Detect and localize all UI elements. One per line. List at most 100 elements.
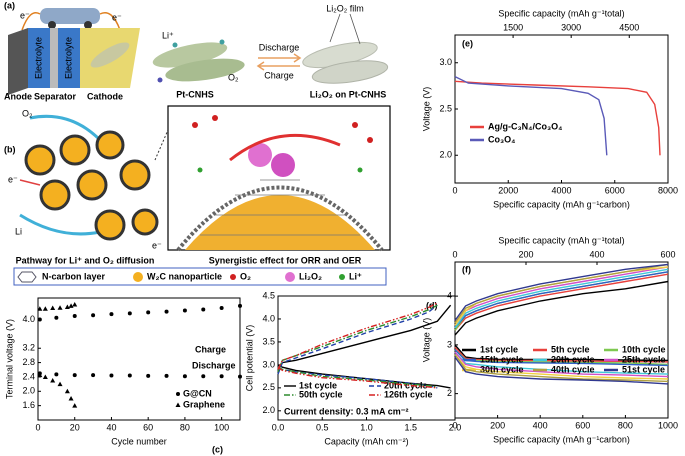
annotation: Charge [195,344,226,354]
y-tick-label: 3.0 [262,359,275,369]
data-line [454,354,669,383]
annotation: Current density: 0.3 mA cm⁻² [284,406,408,416]
data-line [454,271,669,329]
reaction-arrow [229,133,341,162]
li-ion-dot [219,39,225,45]
y-tick-label: 3 [447,339,452,349]
y-tick-label: 2.0 [22,386,35,396]
data-point [37,372,43,378]
li-icon [339,274,345,280]
legend-label: 1st cycle [480,344,518,354]
data-point [127,373,132,378]
chart-panel: 0.0 0.5 1.0 1.5 2.0 2.0 2.5 3.0 3.5 4.0 4.5 Capacit… [244,290,461,446]
data-point [219,306,224,311]
plot-frame [454,34,669,184]
layer-label: Electrolyte [33,37,43,79]
car-icon [40,8,100,24]
x-axis-title: Specific capacity (mAh g⁻¹carbon) [493,199,630,209]
data-point [54,372,59,377]
x-tick-label: 0 [35,422,40,432]
li-ion-label: Li⁺ [162,30,174,40]
legend-strip: N-carbon layer W₂C nanoparticle O₂ Li₂O₂… [13,267,387,286]
data-point [72,373,77,378]
data-point [50,305,56,311]
data-point [146,310,151,315]
oxygen-dot [367,137,373,143]
data-line [454,280,669,336]
layer-label: Anode [4,91,32,101]
data-line [454,263,669,324]
x-axis-title: Specific capacity (mAh g⁻¹carbon) [493,434,630,444]
y-tick-label: 2.5 [262,382,275,392]
zoom-line [154,129,169,161]
data-point [201,307,206,312]
data-line [454,263,669,321]
legend-label: Li₂O₂ [299,271,322,281]
y-tick-label: 2.0 [262,405,275,415]
data-point [42,374,48,379]
y-axis-title: Terminal voltage (V) [4,319,14,399]
legend-label: G@CN [183,388,212,398]
x-tick-label: 0 [452,420,457,430]
legend-label: Ag/g-C₃N₄/Co₃O₄ [488,121,562,131]
discharge-label: Discharge [259,42,300,52]
x-tick-label: 1000 [658,420,678,430]
panel-label: (f) [462,264,471,274]
x-tick-label: 4000 [551,185,571,195]
y-tick-label: 3.2 [22,343,35,353]
legend-label: Graphene [183,399,225,409]
y-tick-label: 2.5 [439,103,452,113]
oxygen-icon [230,274,236,280]
data-point [57,381,63,387]
y-axis-title: Voltage (V) [421,318,431,363]
data-point [109,373,114,378]
data-point [219,374,224,379]
data-point [37,317,42,322]
oxygen-dot [157,77,163,83]
x-tick-label: 2.0 [449,422,462,432]
pt-cnhs-sheet [165,58,245,82]
electron-label: e⁻ [152,240,162,250]
material-label: Pt-CNHS [176,89,214,99]
panel-label: (c) [212,444,223,454]
x-tick-label: 40 [106,422,116,432]
li2o2-sheet [311,60,389,84]
oxygen-dot [212,115,218,121]
data-point [37,306,43,311]
x2-tick-label: 200 [518,249,533,259]
legend-label: Co₃O₄ [488,134,515,144]
x2-axis-title: Specific capacity (mAh g⁻¹total) [498,235,624,245]
w2c-particle [95,130,125,160]
data-point [68,303,74,308]
legend-label: 25th cycle [622,354,666,364]
legend-label: N-carbon layer [42,271,106,281]
panel-label: (a) [4,0,15,10]
film-pointer [329,13,361,45]
legend-label: W₂C nanoparticle [147,271,222,281]
panel-a: (a) e⁻ e⁻ Anode Electrolyte Separator El… [0,0,395,101]
data-line [454,273,669,331]
oxygen-dot [352,122,358,128]
w2c-particle [39,179,71,211]
data-point [146,373,151,378]
w2c-particle [76,169,108,201]
x-tick-label: 2000 [498,185,518,195]
data-line [454,344,669,362]
charge-label: Charge [264,70,294,80]
electron-path [21,12,121,31]
data-line [454,266,669,326]
lithium-path [19,213,101,236]
y-tick-label: 1.6 [22,400,35,410]
carbon-mesh [200,179,360,236]
particle-group [24,130,159,241]
legend-label: 15th cycle [480,354,524,364]
data-line [277,304,452,370]
y-tick-label: 2 [447,388,452,398]
y-tick-label: 4.0 [22,314,35,324]
layer-label: Separator [34,91,77,101]
data-point [201,374,206,379]
w2c-particle [131,208,159,236]
li2o2-dot [271,153,295,177]
x-tick-label: 60 [143,422,153,432]
